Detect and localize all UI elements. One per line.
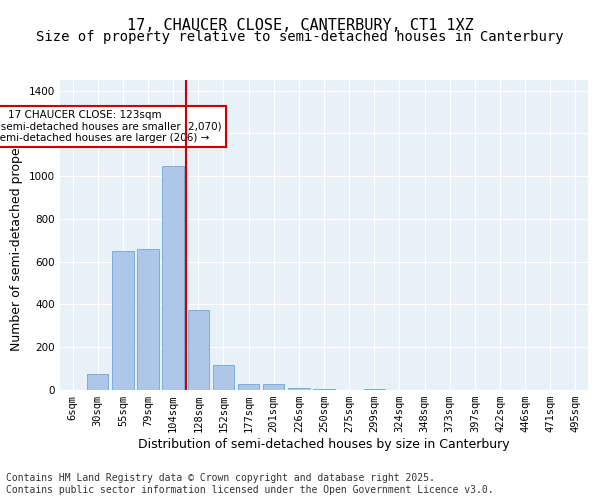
Text: 17 CHAUCER CLOSE: 123sqm
← 91% of semi-detached houses are smaller (2,070)
9% of: 17 CHAUCER CLOSE: 123sqm ← 91% of semi-d… xyxy=(0,110,221,143)
Y-axis label: Number of semi-detached properties: Number of semi-detached properties xyxy=(10,120,23,350)
Bar xyxy=(87,374,109,390)
Bar xyxy=(238,384,259,390)
Bar xyxy=(263,384,284,390)
Bar xyxy=(137,249,158,390)
X-axis label: Distribution of semi-detached houses by size in Canterbury: Distribution of semi-detached houses by … xyxy=(138,438,510,451)
Text: Contains HM Land Registry data © Crown copyright and database right 2025.
Contai: Contains HM Land Registry data © Crown c… xyxy=(6,474,494,495)
Bar xyxy=(288,388,310,390)
Bar xyxy=(188,310,209,390)
Text: Size of property relative to semi-detached houses in Canterbury: Size of property relative to semi-detach… xyxy=(36,30,564,44)
Bar xyxy=(313,389,335,390)
Bar xyxy=(364,389,385,390)
Bar xyxy=(213,366,234,390)
Bar xyxy=(163,166,184,390)
Text: 17, CHAUCER CLOSE, CANTERBURY, CT1 1XZ: 17, CHAUCER CLOSE, CANTERBURY, CT1 1XZ xyxy=(127,18,473,32)
Bar xyxy=(112,251,134,390)
